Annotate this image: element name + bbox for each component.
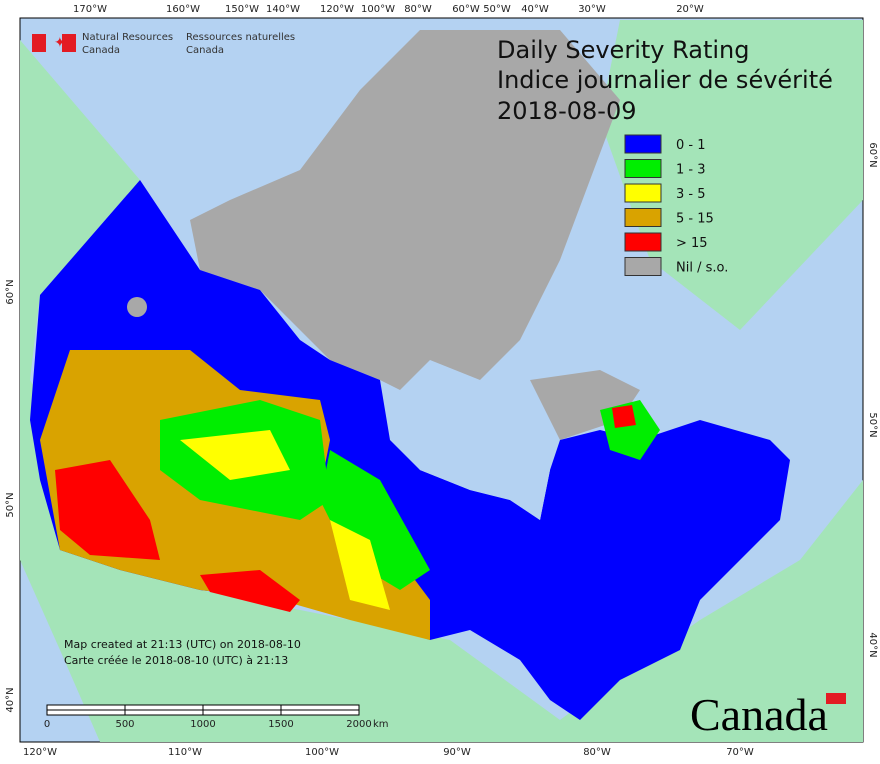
- lon-label: 150°W: [225, 4, 259, 15]
- lon-label: 50°W: [483, 4, 511, 15]
- scale-segment: [46, 704, 126, 711]
- map-shapes: [20, 20, 863, 742]
- lon-label: 90°W: [443, 747, 471, 758]
- agency-fr: Ressources naturelles: [186, 32, 295, 43]
- scale-label: 500: [115, 719, 134, 730]
- lon-label: 60°W: [452, 4, 480, 15]
- scale-label: 1000: [190, 719, 215, 730]
- generated: 0 - 1 1 - 3 3 - 5 5 - 15 > 15 Nil / s.o. 170°W…: [5, 4, 878, 758]
- lon-label: 40°W: [521, 4, 549, 15]
- lon-label: 80°W: [404, 4, 432, 15]
- legend-label: 5 - 15: [676, 212, 714, 227]
- arctic-islands: [190, 30, 620, 390]
- gray-patch: [127, 297, 147, 317]
- legend-label: Nil / s.o.: [676, 261, 728, 276]
- title-en: Daily Severity Rating: [497, 36, 749, 64]
- scale-unit: km: [373, 719, 389, 730]
- scale-segment: [124, 709, 204, 716]
- scale-segment: [280, 709, 360, 716]
- scale-segment: [280, 704, 360, 711]
- flag-right: [62, 34, 76, 52]
- fire-over-15: [55, 460, 300, 612]
- scale-label: 2000: [346, 719, 371, 730]
- legend-swatch: [624, 159, 662, 178]
- legend-swatch: [624, 257, 662, 276]
- lon-label: 30°W: [578, 4, 606, 15]
- flag-left: [32, 34, 46, 52]
- legend-swatch: [624, 208, 662, 227]
- flag-leaf: ✦: [54, 35, 66, 51]
- wordmark: Canada: [690, 689, 828, 740]
- lat-label: 40°N: [867, 632, 878, 657]
- lon-label: 100°W: [361, 4, 395, 15]
- lat-label: 50°N: [5, 492, 16, 517]
- legend-label: 3 - 5: [676, 187, 706, 202]
- legend-label: > 15: [676, 236, 708, 251]
- lat-label: 60°N: [867, 142, 878, 167]
- scale-label: 1500: [268, 719, 293, 730]
- agency-en: Canada: [82, 45, 120, 56]
- credit: Map created at 21:13 (UTC) on 2018-08-10: [64, 638, 301, 651]
- lat-label: 60°N: [5, 279, 16, 304]
- lon-label: 120°W: [23, 747, 57, 758]
- lon-label: 140°W: [266, 4, 300, 15]
- legend-swatch: [624, 232, 662, 252]
- lon-label: 160°W: [166, 4, 200, 15]
- agency-fr: Canada: [186, 45, 224, 56]
- lon-label: 110°W: [168, 747, 202, 758]
- lon-label: 20°W: [676, 4, 704, 15]
- title-fr: Indice journalier de sévérité: [497, 66, 833, 94]
- scale-segment: [202, 709, 282, 716]
- hudson-bay: [390, 380, 550, 520]
- labrador-red: [612, 405, 636, 428]
- usa-land: [20, 40, 863, 742]
- lon-label: 120°W: [320, 4, 354, 15]
- lat-label: 50°N: [867, 412, 878, 437]
- scale-label: 0: [44, 719, 50, 730]
- legend-swatch: [624, 183, 662, 203]
- legend-label: 1 - 3: [676, 163, 706, 178]
- scale-segment: [46, 709, 126, 716]
- credit: Carte créée le 2018-08-10 (UTC) à 21:13: [64, 654, 288, 667]
- lat-label: 40°N: [5, 687, 16, 712]
- scale-segment: [202, 704, 282, 711]
- lon-label: 70°W: [726, 747, 754, 758]
- wordmark-flag: [826, 693, 846, 704]
- lon-label: 80°W: [583, 747, 611, 758]
- legend-swatch: [624, 134, 662, 154]
- lon-label: 170°W: [73, 4, 107, 15]
- legend-label: 0 - 1: [676, 138, 706, 153]
- scale-segment: [124, 704, 204, 711]
- agency-en: Natural Resources: [82, 32, 173, 43]
- lon-label: 100°W: [305, 747, 339, 758]
- fire-3-5: [180, 430, 390, 610]
- greenland: [600, 20, 863, 330]
- date: 2018-08-09: [497, 97, 636, 125]
